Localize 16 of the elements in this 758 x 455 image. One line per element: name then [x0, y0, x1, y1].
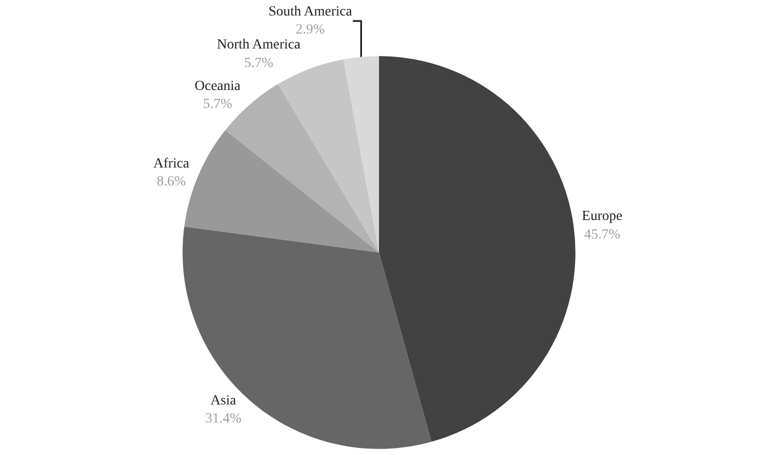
pie-slice	[278, 59, 379, 252]
data-label: 31.4%	[205, 412, 242, 427]
pie-slice	[182, 226, 432, 449]
data-label: 45.7%	[584, 227, 621, 242]
slice-label: South America	[268, 4, 353, 20]
slice-label: Europe	[582, 209, 622, 224]
slice-label: Oceania	[194, 78, 242, 94]
slice-label: North America	[216, 38, 302, 53]
pie-slice	[379, 56, 576, 442]
data-label: 5.7%	[202, 96, 232, 112]
pie-slice	[343, 56, 379, 252]
slice-label: Asia	[210, 393, 237, 408]
data-label: 2.9%	[296, 22, 326, 38]
slice-label: Africa	[153, 156, 190, 172]
data-label: 8.6%	[156, 174, 186, 190]
data-label: 5.7%	[244, 56, 274, 71]
